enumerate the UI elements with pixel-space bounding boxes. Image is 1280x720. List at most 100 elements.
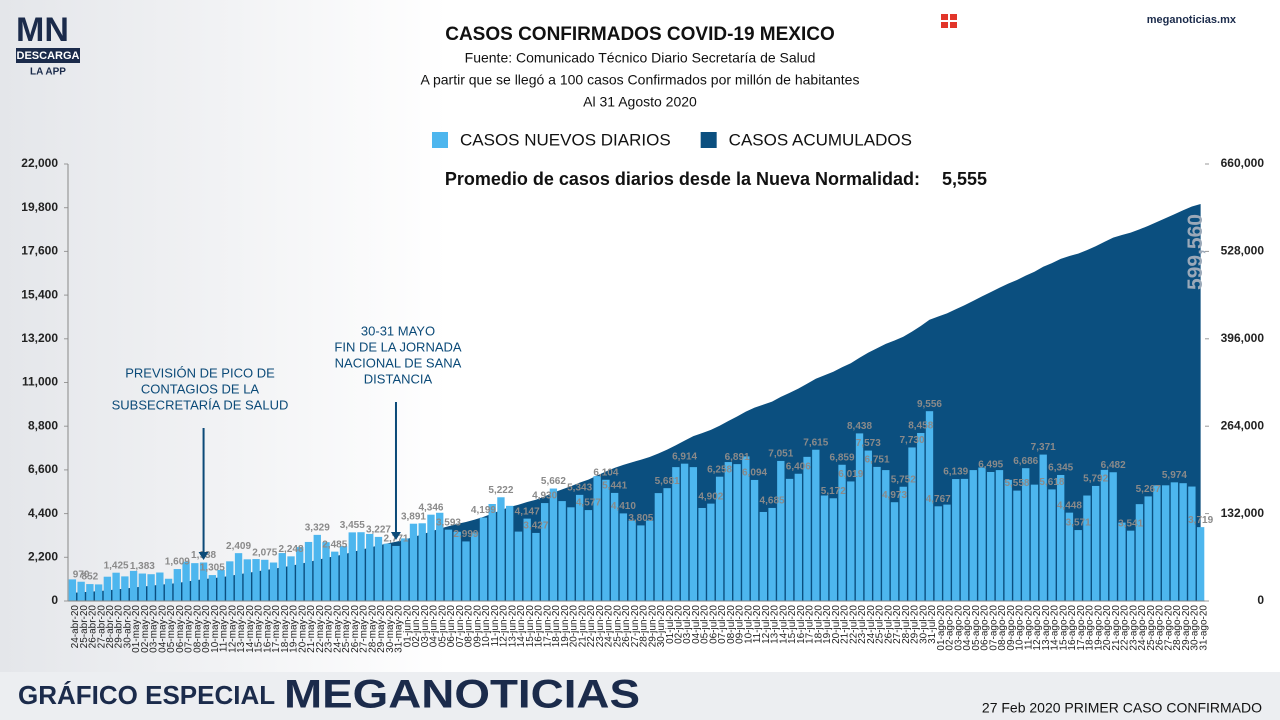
x-tick-label: 17-may-20 bbox=[271, 605, 282, 653]
bar bbox=[296, 547, 304, 601]
x-tick-label: 11-may-20 bbox=[219, 605, 230, 652]
data-label: 6,751 bbox=[865, 455, 890, 466]
data-label: 970 bbox=[73, 569, 90, 580]
x-tick-label: 01-may-20 bbox=[131, 605, 142, 653]
y2-tick-label: 528,000 bbox=[1221, 244, 1265, 258]
bar bbox=[864, 450, 872, 601]
x-tick-label: 02-ago-20 bbox=[945, 605, 956, 651]
bar bbox=[1048, 489, 1056, 601]
x-tick-label: 08-ago-20 bbox=[997, 605, 1008, 651]
highlight-value: 5,555 bbox=[942, 169, 987, 189]
bar bbox=[77, 581, 85, 601]
bar bbox=[917, 432, 925, 601]
data-label: 7,051 bbox=[768, 449, 793, 460]
y-tick-label: 19,800 bbox=[21, 200, 58, 214]
x-tick-label: 11-jun-20 bbox=[490, 605, 501, 647]
y2-tick-label: 660,000 bbox=[1221, 156, 1265, 170]
bar bbox=[777, 460, 785, 601]
x-tick-label: 12-jun-20 bbox=[499, 605, 510, 648]
x-tick-label: 28-jun-20 bbox=[639, 605, 650, 648]
x-tick-label: 04-may-20 bbox=[157, 605, 168, 653]
data-label: 6,104 bbox=[593, 467, 618, 478]
x-tick-label: 07-may-20 bbox=[184, 605, 195, 653]
x-tick-label: 04-jul-20 bbox=[691, 605, 702, 644]
bar bbox=[654, 493, 663, 601]
x-tick-label: 29-ago-20 bbox=[1181, 605, 1192, 651]
bar bbox=[960, 478, 969, 601]
y2-tick-label: 264,000 bbox=[1221, 418, 1265, 432]
icon bbox=[941, 14, 957, 28]
x-tick-label: 26-abr-20 bbox=[88, 605, 99, 649]
bar bbox=[1022, 468, 1030, 601]
bar bbox=[462, 541, 470, 601]
x-tick-label: 30-jun-20 bbox=[656, 605, 667, 648]
bar bbox=[94, 584, 103, 601]
y-tick-label: 17,600 bbox=[21, 244, 58, 258]
bar bbox=[436, 512, 444, 601]
data-label: 3,455 bbox=[340, 520, 365, 531]
x-tick-label: 20-may-20 bbox=[297, 605, 308, 653]
x-tick-label: 23-jul-20 bbox=[857, 605, 868, 644]
legend-swatch bbox=[432, 132, 448, 148]
x-tick-label: 10-jun-20 bbox=[481, 605, 492, 648]
x-tick-label: 30-abr-20 bbox=[122, 605, 133, 649]
x-tick-label: 18-may-20 bbox=[280, 605, 291, 653]
annotation: SUBSECRETARÍA DE SALUD bbox=[112, 397, 289, 412]
x-tick-label: 04-ago-20 bbox=[962, 605, 973, 651]
x-tick-label: 10-may-20 bbox=[210, 605, 221, 653]
bar bbox=[208, 575, 216, 601]
x-tick-label: 30-ago-20 bbox=[1190, 605, 1201, 651]
x-tick-label: 20-jul-20 bbox=[831, 605, 842, 644]
bar bbox=[698, 507, 706, 601]
data-label: 2,248 bbox=[279, 544, 304, 555]
bar bbox=[287, 556, 295, 601]
annotation: FIN DE LA JORNADA bbox=[334, 339, 461, 354]
bar bbox=[637, 525, 645, 601]
x-tick-label: 08-may-20 bbox=[192, 605, 203, 653]
bar bbox=[952, 479, 960, 601]
x-tick-label: 27-jul-20 bbox=[892, 605, 903, 644]
data-label: 9,556 bbox=[917, 399, 942, 410]
x-tick-label: 12-ago-20 bbox=[1032, 605, 1043, 651]
bar bbox=[1170, 482, 1179, 601]
bar bbox=[978, 467, 986, 601]
logo: MN bbox=[16, 11, 69, 49]
bar bbox=[199, 562, 208, 601]
footer-brand: MEGANOTICIAS bbox=[284, 673, 640, 717]
x-tick-label: 28-may-20 bbox=[367, 605, 378, 653]
legend-label: CASOS ACUMULADOS bbox=[729, 130, 912, 149]
bar bbox=[759, 511, 767, 601]
x-tick-label: 30-jul-20 bbox=[918, 605, 929, 644]
data-label: 8,458 bbox=[908, 421, 933, 432]
bar bbox=[453, 531, 461, 601]
bar bbox=[794, 473, 802, 601]
x-tick-label: 13-ago-20 bbox=[1041, 605, 1052, 651]
bar bbox=[357, 532, 365, 601]
bar bbox=[847, 481, 855, 601]
bar bbox=[514, 531, 523, 601]
data-label: 7,371 bbox=[1031, 442, 1056, 453]
bar bbox=[995, 470, 1004, 601]
x-tick-label: 09-may-20 bbox=[201, 605, 212, 653]
x-tick-label: 05-jun-20 bbox=[437, 605, 448, 648]
bar bbox=[129, 570, 138, 601]
data-label: 1,425 bbox=[104, 560, 129, 571]
data-label: 5,441 bbox=[602, 481, 627, 492]
bar bbox=[278, 553, 286, 601]
annotation: CONTAGIOS DE LA bbox=[141, 381, 260, 396]
x-tick-label: 03-jun-20 bbox=[420, 605, 431, 648]
x-tick-label: 28-ago-20 bbox=[1172, 605, 1183, 651]
bar bbox=[750, 479, 759, 601]
bar bbox=[506, 505, 514, 601]
x-tick-label: 28-abr-20 bbox=[105, 605, 116, 649]
bar bbox=[479, 517, 488, 601]
bar bbox=[234, 553, 243, 601]
x-tick-label: 06-may-20 bbox=[175, 605, 186, 653]
bar bbox=[366, 533, 374, 601]
x-tick-label: 27-may-20 bbox=[359, 605, 370, 653]
data-label: 6,094 bbox=[742, 468, 767, 479]
plot bbox=[68, 204, 1205, 601]
bar bbox=[724, 462, 733, 601]
bar bbox=[969, 470, 977, 601]
